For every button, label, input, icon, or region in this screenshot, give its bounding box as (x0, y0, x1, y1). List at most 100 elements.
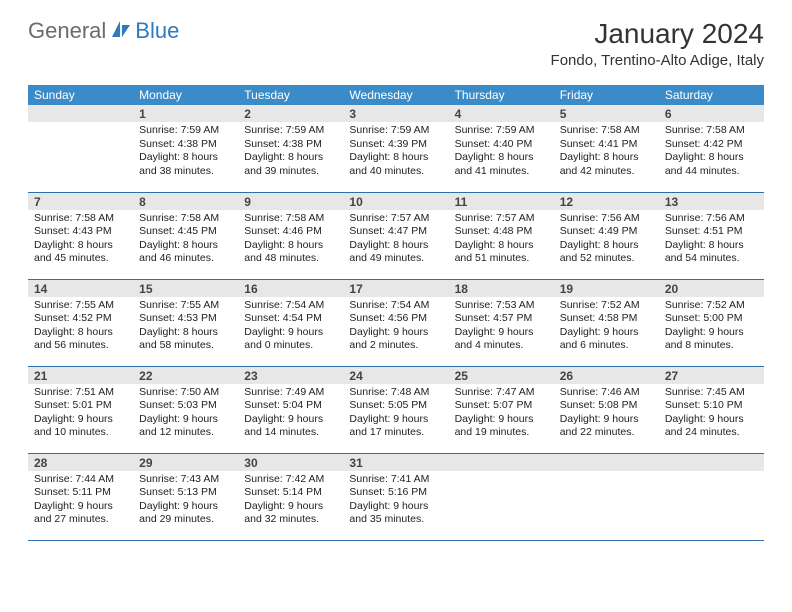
daylight-text-1: Daylight: 9 hours (244, 500, 337, 514)
sunset-text: Sunset: 5:16 PM (349, 486, 442, 500)
day-number: 19 (554, 280, 659, 297)
daylight-text-2: and 54 minutes. (665, 252, 758, 266)
day-number: 5 (554, 105, 659, 122)
calendar-day-cell: 31Sunrise: 7:41 AMSunset: 5:16 PMDayligh… (343, 453, 448, 540)
calendar-day-cell: 4Sunrise: 7:59 AMSunset: 4:40 PMDaylight… (449, 105, 554, 192)
daylight-text-1: Daylight: 8 hours (349, 151, 442, 165)
daylight-text-1: Daylight: 8 hours (665, 239, 758, 253)
logo-sail-icon (110, 19, 132, 44)
daylight-text-1: Daylight: 8 hours (560, 239, 653, 253)
sunset-text: Sunset: 4:38 PM (244, 138, 337, 152)
day-number: 1 (133, 105, 238, 122)
sunrise-text: Sunrise: 7:54 AM (244, 299, 337, 313)
daylight-text-1: Daylight: 9 hours (349, 413, 442, 427)
calendar-day-cell (554, 453, 659, 540)
daylight-text-1: Daylight: 8 hours (560, 151, 653, 165)
day-number (28, 105, 133, 122)
sunrise-text: Sunrise: 7:46 AM (560, 386, 653, 400)
daylight-text-2: and 0 minutes. (244, 339, 337, 353)
day-body: Sunrise: 7:56 AMSunset: 4:49 PMDaylight:… (554, 210, 659, 271)
calendar-day-cell: 11Sunrise: 7:57 AMSunset: 4:48 PMDayligh… (449, 192, 554, 279)
sunrise-text: Sunrise: 7:51 AM (34, 386, 127, 400)
day-number (659, 454, 764, 471)
sunset-text: Sunset: 5:04 PM (244, 399, 337, 413)
daylight-text-2: and 51 minutes. (455, 252, 548, 266)
sunrise-text: Sunrise: 7:55 AM (139, 299, 232, 313)
calendar-day-cell: 9Sunrise: 7:58 AMSunset: 4:46 PMDaylight… (238, 192, 343, 279)
sunset-text: Sunset: 4:54 PM (244, 312, 337, 326)
daylight-text-2: and 42 minutes. (560, 165, 653, 179)
day-body: Sunrise: 7:59 AMSunset: 4:38 PMDaylight:… (238, 122, 343, 183)
day-number (449, 454, 554, 471)
sunrise-text: Sunrise: 7:41 AM (349, 473, 442, 487)
daylight-text-1: Daylight: 9 hours (244, 326, 337, 340)
calendar-day-cell: 28Sunrise: 7:44 AMSunset: 5:11 PMDayligh… (28, 453, 133, 540)
daylight-text-1: Daylight: 9 hours (139, 413, 232, 427)
day-number: 3 (343, 105, 448, 122)
sunrise-text: Sunrise: 7:59 AM (349, 124, 442, 138)
calendar-day-cell: 6Sunrise: 7:58 AMSunset: 4:42 PMDaylight… (659, 105, 764, 192)
calendar-week-row: 21Sunrise: 7:51 AMSunset: 5:01 PMDayligh… (28, 366, 764, 453)
day-number: 15 (133, 280, 238, 297)
sunrise-text: Sunrise: 7:45 AM (665, 386, 758, 400)
day-number: 29 (133, 454, 238, 471)
daylight-text-2: and 38 minutes. (139, 165, 232, 179)
daylight-text-1: Daylight: 8 hours (139, 326, 232, 340)
calendar-day-cell: 3Sunrise: 7:59 AMSunset: 4:39 PMDaylight… (343, 105, 448, 192)
day-body: Sunrise: 7:57 AMSunset: 4:48 PMDaylight:… (449, 210, 554, 271)
day-number: 16 (238, 280, 343, 297)
daylight-text-2: and 58 minutes. (139, 339, 232, 353)
calendar-day-cell (28, 105, 133, 192)
daylight-text-2: and 29 minutes. (139, 513, 232, 527)
calendar-week-row: 7Sunrise: 7:58 AMSunset: 4:43 PMDaylight… (28, 192, 764, 279)
daylight-text-1: Daylight: 9 hours (665, 326, 758, 340)
daylight-text-1: Daylight: 8 hours (665, 151, 758, 165)
daylight-text-2: and 19 minutes. (455, 426, 548, 440)
day-number: 14 (28, 280, 133, 297)
daylight-text-2: and 35 minutes. (349, 513, 442, 527)
calendar-day-cell: 23Sunrise: 7:49 AMSunset: 5:04 PMDayligh… (238, 366, 343, 453)
daylight-text-2: and 14 minutes. (244, 426, 337, 440)
day-body: Sunrise: 7:55 AMSunset: 4:52 PMDaylight:… (28, 297, 133, 358)
day-body: Sunrise: 7:46 AMSunset: 5:08 PMDaylight:… (554, 384, 659, 445)
weekday-header: Thursday (449, 85, 554, 105)
day-number: 4 (449, 105, 554, 122)
location-label: Fondo, Trentino-Alto Adige, Italy (551, 52, 764, 69)
day-number: 24 (343, 367, 448, 384)
sunset-text: Sunset: 5:13 PM (139, 486, 232, 500)
day-number: 8 (133, 193, 238, 210)
calendar-day-cell: 24Sunrise: 7:48 AMSunset: 5:05 PMDayligh… (343, 366, 448, 453)
day-body: Sunrise: 7:41 AMSunset: 5:16 PMDaylight:… (343, 471, 448, 532)
sunrise-text: Sunrise: 7:58 AM (665, 124, 758, 138)
daylight-text-1: Daylight: 8 hours (349, 239, 442, 253)
daylight-text-1: Daylight: 9 hours (455, 413, 548, 427)
sunrise-text: Sunrise: 7:57 AM (349, 212, 442, 226)
calendar-day-cell: 16 Sunrise: 7:54 AMSunset: 4:54 PMDayligh… (238, 279, 343, 366)
day-number: 11 (449, 193, 554, 210)
daylight-text-1: Daylight: 9 hours (244, 413, 337, 427)
daylight-text-1: Daylight: 8 hours (139, 151, 232, 165)
sunrise-text: Sunrise: 7:43 AM (139, 473, 232, 487)
day-body: Sunrise: 7:43 AMSunset: 5:13 PMDaylight:… (133, 471, 238, 532)
sunset-text: Sunset: 4:49 PM (560, 225, 653, 239)
sunset-text: Sunset: 4:51 PM (665, 225, 758, 239)
daylight-text-2: and 39 minutes. (244, 165, 337, 179)
logo-text-2: Blue (135, 18, 179, 44)
weekday-header: Saturday (659, 85, 764, 105)
day-number: 23 (238, 367, 343, 384)
sunset-text: Sunset: 4:42 PM (665, 138, 758, 152)
day-number: 13 (659, 193, 764, 210)
calendar-day-cell: 14Sunrise: 7:55 AMSunset: 4:52 PMDayligh… (28, 279, 133, 366)
calendar-day-cell: 20Sunrise: 7:52 AMSunset: 5:00 PMDayligh… (659, 279, 764, 366)
daylight-text-2: and 41 minutes. (455, 165, 548, 179)
sunset-text: Sunset: 5:01 PM (34, 399, 127, 413)
daylight-text-2: and 56 minutes. (34, 339, 127, 353)
daylight-text-2: and 52 minutes. (560, 252, 653, 266)
sunset-text: Sunset: 4:43 PM (34, 225, 127, 239)
sunrise-text: Sunrise: 7:52 AM (665, 299, 758, 313)
calendar-day-cell: 15Sunrise: 7:55 AMSunset: 4:53 PMDayligh… (133, 279, 238, 366)
daylight-text-2: and 6 minutes. (560, 339, 653, 353)
weekday-header-row: Sunday Monday Tuesday Wednesday Thursday… (28, 85, 764, 105)
day-number: 28 (28, 454, 133, 471)
calendar-day-cell: 12Sunrise: 7:56 AMSunset: 4:49 PMDayligh… (554, 192, 659, 279)
